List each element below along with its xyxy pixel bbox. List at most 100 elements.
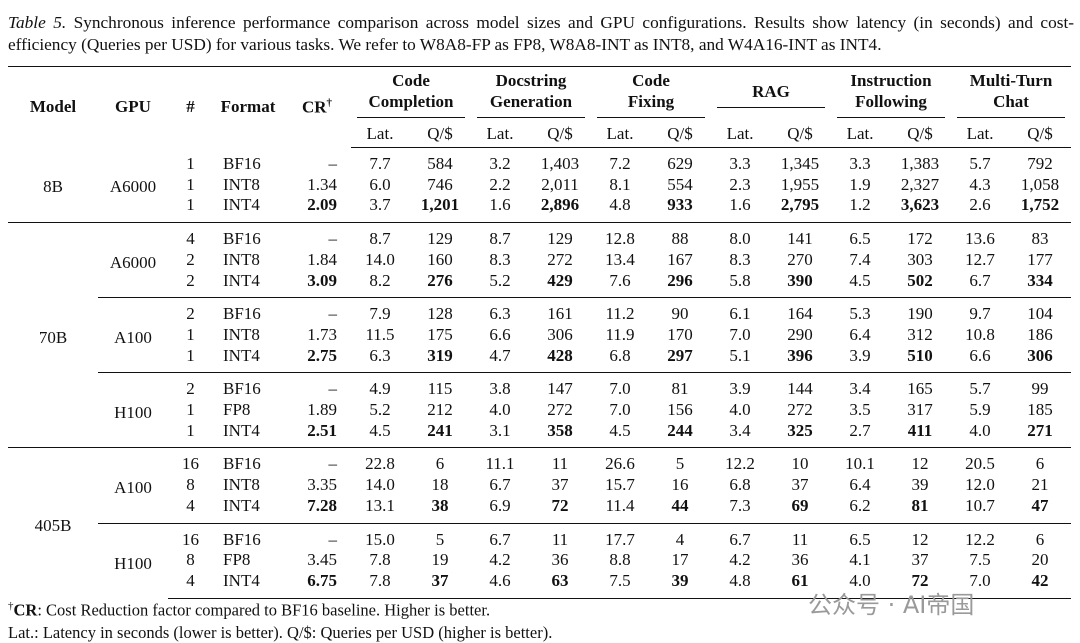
value-cell: 7.0 bbox=[951, 570, 1010, 599]
footnotes: †CR: Cost Reduction factor compared to B… bbox=[8, 595, 552, 643]
cr-cell: – bbox=[283, 447, 351, 476]
value-cell: 6.7 bbox=[711, 522, 770, 551]
sub-header: Lat. bbox=[711, 121, 770, 148]
value-cell: 272 bbox=[769, 400, 831, 421]
cell-text: 37 bbox=[431, 570, 449, 590]
cell-text: 429 bbox=[547, 270, 573, 290]
cell-text: 185 bbox=[1027, 400, 1053, 420]
cell-text: 1,201 bbox=[420, 195, 460, 215]
cell-text: 128 bbox=[427, 304, 453, 324]
cell-text: 4.6 bbox=[489, 570, 511, 590]
cell-text: 20.5 bbox=[965, 454, 995, 474]
value-cell: 290 bbox=[769, 325, 831, 346]
value-cell: 312 bbox=[889, 325, 951, 346]
results-table: Model GPU # Format CR† Code Completion Docstrin… bbox=[8, 66, 1072, 599]
value-cell: 72 bbox=[529, 496, 591, 523]
value-cell: 272 bbox=[529, 250, 591, 271]
table-row: H100 2 BF16 – 4.9 115 3.8 147 7.0 81 3.9 144 3.4 165 5… bbox=[8, 372, 1072, 448]
cell-text: 160 bbox=[427, 249, 453, 269]
cell-text: 39 bbox=[911, 475, 929, 495]
cell-text: – bbox=[328, 153, 338, 173]
cell-text: 792 bbox=[1027, 154, 1053, 173]
value-cell: 175 bbox=[409, 325, 471, 346]
cell-text: 241 bbox=[427, 420, 453, 440]
cell-text: 90 bbox=[671, 304, 689, 324]
value-cell: 99 bbox=[1009, 372, 1072, 401]
task-line: Chat bbox=[993, 92, 1029, 111]
value-cell: 1 bbox=[168, 325, 213, 346]
task-line: Generation bbox=[489, 92, 573, 111]
cell-text: INT8 bbox=[223, 324, 260, 344]
cell-text: 1 bbox=[186, 400, 195, 420]
value-cell: 212 bbox=[409, 400, 471, 421]
value-cell: 4.2 bbox=[471, 550, 529, 571]
value-cell: 2 bbox=[168, 250, 213, 271]
value-cell: 2,795 bbox=[769, 195, 831, 222]
cell-text: 7.6 bbox=[609, 270, 631, 290]
format-cell: INT8 bbox=[213, 250, 283, 271]
value-cell: 5.8 bbox=[711, 271, 769, 298]
cell-text: 10.1 bbox=[845, 454, 875, 474]
cell-text: 5.2 bbox=[489, 270, 511, 290]
table-row: 1 INT4 2.75 6.3 319 4.7 428 6.8 297 5.1 396 3.9 510 6… bbox=[8, 346, 1071, 373]
cell-text: 81 bbox=[671, 379, 689, 399]
cell-text: 4.3 bbox=[969, 174, 991, 194]
cell-text: 15.0 bbox=[365, 529, 395, 549]
cell-text: 1 bbox=[186, 420, 195, 440]
value-cell: 6 bbox=[409, 447, 471, 476]
format-cell: INT8 bbox=[213, 475, 283, 496]
task-line: Multi-Turn bbox=[969, 71, 1053, 90]
task-line: Completion bbox=[368, 92, 454, 111]
cell-text: 7.5 bbox=[609, 570, 631, 590]
cell-text: 7.9 bbox=[369, 304, 391, 324]
cell-text: 1 bbox=[186, 324, 195, 344]
table-caption: Table 5. Synchronous inference performan… bbox=[8, 12, 1074, 56]
cell-text: 396 bbox=[787, 345, 813, 365]
value-cell: 12.2 bbox=[951, 522, 1010, 551]
task-line: Instruction bbox=[850, 71, 932, 90]
cell-text: 11.9 bbox=[605, 324, 635, 344]
value-cell: 39 bbox=[889, 475, 951, 496]
value-cell: 1.6 bbox=[711, 195, 769, 222]
cell-text: 88 bbox=[671, 229, 689, 249]
value-cell: 396 bbox=[769, 346, 831, 373]
value-cell: 81 bbox=[889, 496, 951, 523]
table-row: A100 2 BF16 – 7.9 128 6.3 161 11.2 90 6.1 164 5.3 190… bbox=[8, 297, 1072, 373]
format-cell: FP8 bbox=[213, 400, 283, 421]
cell-text: INT8 bbox=[223, 475, 260, 495]
cell-text: 186 bbox=[1027, 324, 1053, 344]
cell-text: 6.4 bbox=[849, 324, 871, 344]
cell-text: 629 bbox=[667, 154, 693, 173]
format-cell: INT8 bbox=[213, 175, 283, 196]
value-cell: 319 bbox=[409, 346, 471, 373]
cell-text: 6.5 bbox=[849, 529, 871, 549]
cell-text: 36 bbox=[551, 550, 569, 570]
cell-text: 6 bbox=[435, 454, 445, 474]
value-cell: 4.2 bbox=[711, 550, 769, 571]
cell-text: 4.2 bbox=[729, 550, 751, 570]
cell-text: 12.2 bbox=[725, 454, 755, 474]
footnote-term: CR bbox=[13, 600, 38, 620]
cr-cell: 2.09 bbox=[283, 195, 351, 222]
table-row: 1 INT8 1.34 6.0 746 2.2 2,011 8.1 554 2.3 1,955 1.9… bbox=[8, 175, 1071, 196]
cell-text: 4.7 bbox=[489, 345, 511, 365]
cell-text: 129 bbox=[427, 229, 453, 249]
cell-text: 5 bbox=[675, 454, 685, 474]
value-cell: 15.7 bbox=[591, 475, 649, 496]
value-cell: 1,955 bbox=[769, 175, 831, 196]
cell-text: 4.0 bbox=[849, 570, 871, 590]
cr-cell: 1.89 bbox=[283, 400, 351, 421]
cell-text: 38 bbox=[431, 495, 449, 515]
value-cell: 1 bbox=[168, 175, 213, 196]
value-cell: 129 bbox=[409, 222, 471, 250]
cell-text: 61 bbox=[791, 570, 809, 590]
value-cell: 5 bbox=[409, 522, 471, 551]
value-cell: 5.7 bbox=[951, 372, 1010, 401]
cr-cell: 6.75 bbox=[283, 570, 351, 599]
value-cell: 5.2 bbox=[351, 400, 409, 421]
value-cell: 7.8 bbox=[351, 570, 409, 599]
model-cell: 405B bbox=[8, 447, 98, 599]
cell-text: BF16 bbox=[223, 379, 261, 399]
cr-cell: – bbox=[283, 222, 351, 250]
cell-text: – bbox=[328, 529, 338, 549]
